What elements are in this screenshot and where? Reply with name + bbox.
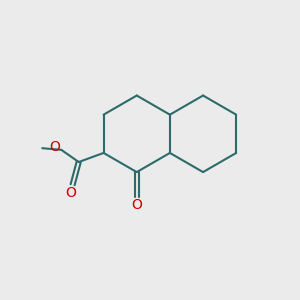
Text: O: O bbox=[131, 198, 142, 212]
Text: O: O bbox=[50, 140, 60, 154]
Text: O: O bbox=[66, 186, 76, 200]
